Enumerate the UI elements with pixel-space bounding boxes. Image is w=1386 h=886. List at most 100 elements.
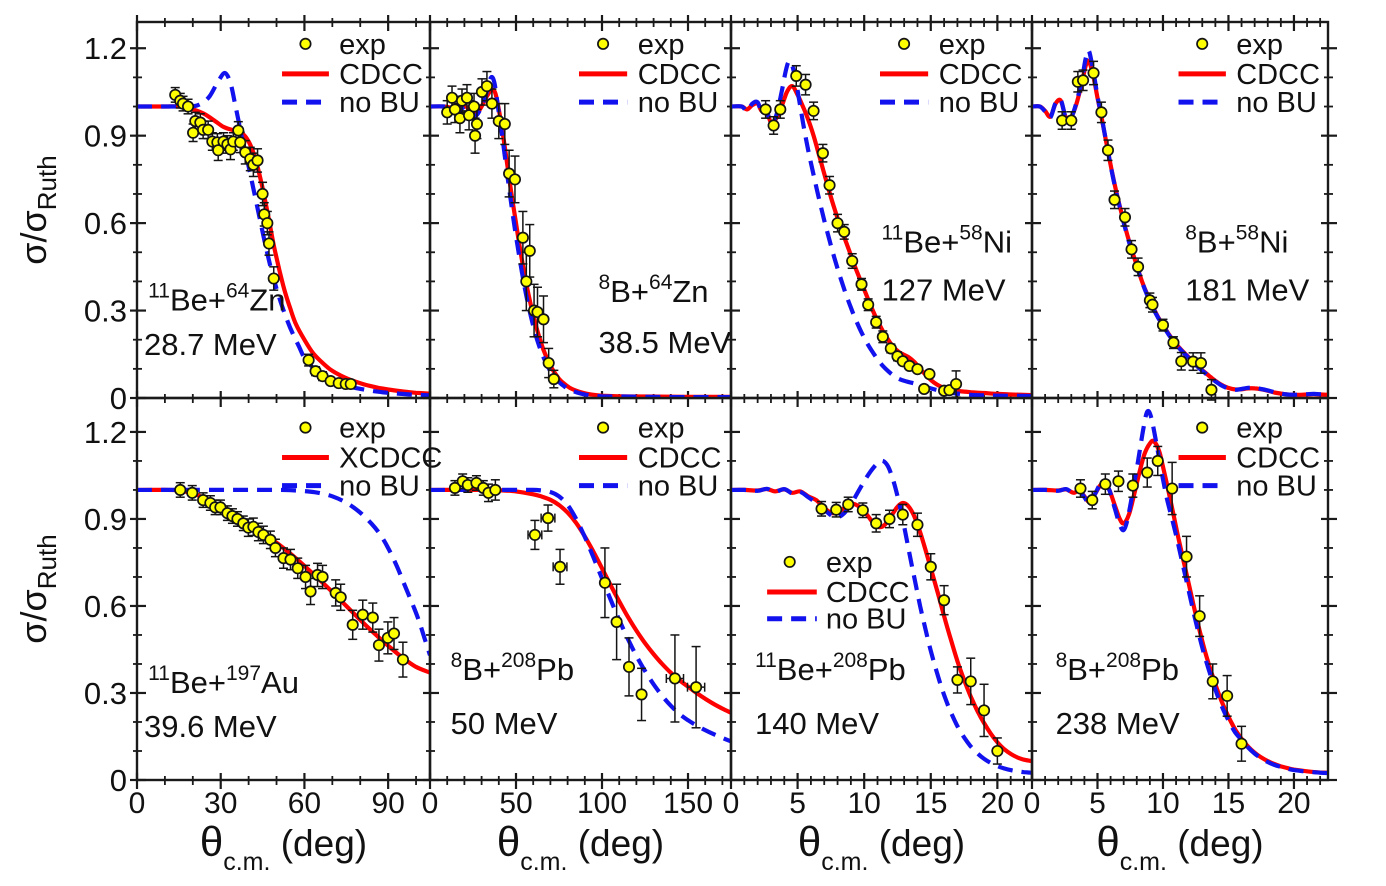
x-tick-label: 60 [288, 787, 321, 820]
exp-point [816, 147, 829, 160]
be11-zn64-cdcc-curve [138, 104, 429, 396]
exp-point [232, 124, 245, 137]
exp-point [448, 481, 461, 494]
exp-point [668, 672, 681, 685]
exp-point [978, 704, 991, 717]
exp-point [1156, 319, 1170, 332]
exp-point [831, 217, 844, 230]
reaction-label: 8B+208Pb [1056, 649, 1179, 687]
panel-ticks [130, 430, 417, 789]
legend-exp-marker [783, 555, 796, 568]
energy-label: 50 MeV [451, 706, 558, 741]
reaction-label: 11Be+197Au [148, 662, 299, 700]
exp-point [598, 576, 611, 589]
exp-point [1118, 211, 1132, 224]
x-axis-title-col1: θc.m. (deg) [497, 818, 664, 876]
y-tick-label: 1.2 [84, 415, 127, 450]
exp-point [1235, 737, 1248, 750]
x-tick-label: 0 [422, 787, 439, 820]
energy-label: 127 MeV [882, 272, 1006, 307]
exp-point [470, 117, 484, 131]
exp-point [862, 298, 875, 311]
legend-label-nobu: no BU [339, 87, 420, 119]
reaction-label: 8B+64Zn [599, 271, 709, 309]
legend-label-cdcc: CDCC [638, 442, 722, 474]
legend-label-nobu: no BU [1236, 87, 1317, 119]
legend-exp-marker [597, 37, 610, 50]
exp-point [759, 103, 772, 116]
exp-point [334, 591, 347, 604]
b8-pb208-50-exp-points [448, 475, 703, 701]
exp-point [1101, 144, 1115, 157]
legend-label-nobu: no BU [939, 87, 1020, 119]
exp-point [291, 562, 304, 575]
exp-point [304, 585, 317, 598]
legend-exp-marker [597, 421, 610, 434]
exp-point [911, 363, 924, 376]
exp-point [1077, 74, 1090, 87]
exp-point [1166, 482, 1179, 495]
legend-label-exp: exp [1236, 29, 1283, 61]
x-axis-title-col0: θc.m. (deg) [200, 818, 367, 876]
exp-point [876, 330, 889, 343]
exp-point [186, 486, 199, 499]
legend-label-nobu: no BU [339, 471, 420, 503]
exp-point [1206, 675, 1219, 688]
exp-point [1087, 66, 1100, 80]
y-tick-label: 0.9 [84, 502, 127, 537]
exp-point [884, 342, 897, 355]
legend-exp-marker [1196, 37, 1209, 50]
exp-point [842, 498, 855, 511]
legend-label-exp: exp [826, 547, 873, 579]
be11-ni58-exp-points [759, 69, 963, 397]
exp-point [815, 502, 828, 515]
legend-label-exp: exp [1236, 413, 1283, 445]
panel-ticks [423, 430, 724, 789]
exp-point [830, 503, 843, 516]
y-tick-label: 0.6 [84, 589, 127, 624]
legend-label-nobu: no BU [826, 604, 907, 636]
legend-exp-marker [898, 37, 911, 50]
legend-label-cdcc: XCDCC [339, 442, 442, 474]
exp-point [870, 316, 883, 329]
exp-point [396, 653, 409, 666]
exp-point [924, 560, 937, 573]
x-tick-label: 30 [204, 787, 237, 820]
exp-point [1146, 298, 1159, 311]
panel-ticks [1025, 430, 1337, 789]
exp-point [448, 103, 461, 116]
exp-point [1132, 260, 1145, 273]
energy-label: 140 MeV [755, 706, 879, 741]
exp-point [541, 512, 555, 525]
y-tick-label: 0 [110, 381, 127, 416]
exp-point [187, 126, 200, 139]
x-tick-label: 0 [723, 787, 740, 820]
x-tick-label: 100 [577, 787, 627, 820]
exp-point [547, 373, 560, 386]
exp-point [1126, 479, 1139, 492]
exp-point [1112, 475, 1125, 488]
legend-exp-marker [299, 421, 312, 434]
x-tick-label: 20 [1277, 787, 1310, 820]
exp-point [467, 100, 481, 113]
reaction-label: 11Be+64Zn [148, 280, 285, 318]
exp-point [316, 570, 329, 584]
y-tick-label: 0.3 [84, 676, 127, 711]
exp-point [767, 119, 780, 132]
be11-zn64-nobu-curve [138, 70, 429, 397]
x-tick-label: 15 [1212, 787, 1245, 820]
exp-point [520, 275, 533, 288]
exp-point [460, 91, 474, 104]
exp-point [774, 103, 787, 116]
b8-ni58-exp-points [1056, 66, 1218, 396]
exp-point [299, 570, 312, 584]
exp-point [855, 278, 868, 291]
exp-point [485, 97, 498, 110]
